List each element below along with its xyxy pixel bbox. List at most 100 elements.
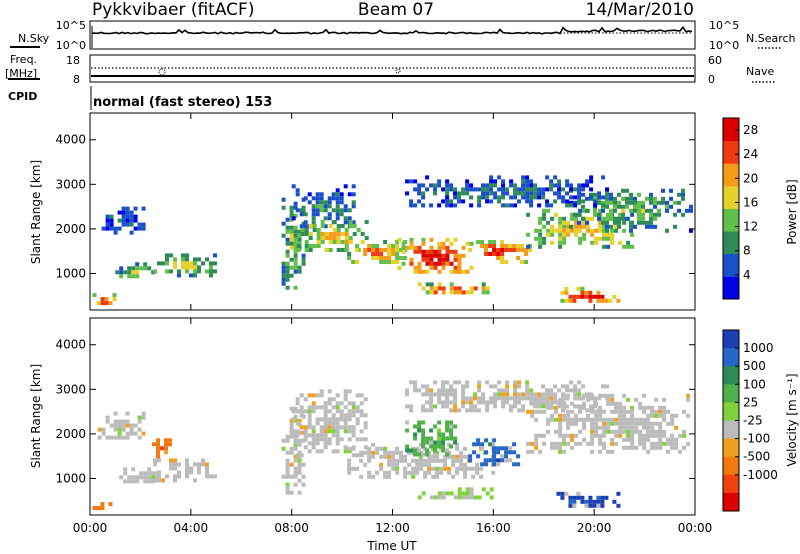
heatmap-cell	[391, 466, 396, 471]
heatmap-cell	[577, 220, 581, 225]
heatmap-cell	[437, 257, 442, 262]
heatmap-cell	[425, 452, 430, 457]
heatmap-cell	[528, 248, 533, 252]
heatmap-cell	[582, 393, 587, 398]
heatmap-cell	[492, 252, 497, 256]
heatmap-cell	[433, 187, 438, 192]
heatmap-cell	[557, 183, 562, 188]
heatmap-cell	[425, 257, 430, 262]
heatmap-cell	[289, 406, 294, 411]
heatmap-cell	[433, 380, 438, 385]
heatmap-cell	[465, 384, 470, 389]
heatmap-cell	[582, 236, 587, 241]
heatmap-cell	[355, 453, 360, 458]
heatmap-cell	[678, 449, 683, 454]
colorbar-tick-label: -1000	[743, 468, 778, 482]
heatmap-cell	[475, 462, 480, 467]
heatmap-cell	[582, 437, 587, 442]
heatmap-cell	[435, 458, 440, 463]
heatmap-cell	[488, 240, 493, 244]
heatmap-cell	[375, 248, 380, 252]
heatmap-cell	[415, 470, 420, 475]
freq-tick-top-left: 18	[66, 54, 80, 67]
heatmap-cell	[303, 220, 308, 225]
heatmap-cell	[425, 392, 430, 397]
heatmap-cell	[465, 191, 470, 196]
heatmap-cell	[335, 437, 340, 442]
heatmap-cell	[375, 450, 380, 455]
heatmap-cell	[473, 286, 478, 291]
heatmap-cell	[457, 380, 462, 385]
heatmap-cell	[449, 261, 454, 266]
heatmap-cell	[356, 228, 361, 232]
heatmap-cell	[634, 445, 639, 450]
heatmap-cell	[586, 413, 591, 418]
heatmap-cell	[516, 256, 521, 260]
heatmap-cell	[618, 425, 623, 430]
heatmap-cell	[343, 220, 348, 225]
heatmap-cell	[141, 222, 146, 227]
heatmap-cell	[558, 417, 563, 422]
heatmap-cell	[637, 220, 641, 225]
heatmap-cell	[441, 245, 446, 250]
heatmap-cell	[646, 413, 651, 418]
heatmap-cell	[558, 240, 563, 245]
heatmap-cell	[127, 270, 132, 275]
heatmap-cell	[641, 212, 645, 217]
heatmap-cell	[417, 245, 422, 250]
heatmap-cell	[597, 396, 602, 401]
heatmap-cell	[355, 466, 360, 471]
heatmap-cell	[413, 388, 418, 393]
heatmap-cell	[533, 404, 538, 409]
heatmap-cell	[501, 191, 506, 196]
heatmap-cell	[443, 458, 448, 463]
heatmap-cell	[323, 401, 328, 406]
heatmap-cell	[323, 425, 328, 430]
heatmap-cell	[181, 265, 185, 270]
heatmap-cell	[419, 454, 424, 459]
heatmap-cell	[508, 458, 513, 463]
heatmap-cell	[658, 409, 663, 414]
heatmap-cell	[429, 286, 434, 291]
heatmap-cell	[572, 294, 577, 299]
colorbar-swatch	[723, 438, 739, 458]
heatmap-cell	[335, 417, 340, 422]
heatmap-cell	[311, 393, 316, 398]
heatmap-cell	[561, 404, 566, 409]
heatmap-cell	[585, 408, 590, 413]
heatmap-cell	[538, 236, 543, 241]
heatmap-cell	[205, 466, 209, 471]
heatmap-cell	[297, 478, 302, 483]
heatmap-cell	[153, 269, 157, 274]
heatmap-cell	[500, 458, 505, 463]
heatmap-cell	[537, 203, 542, 208]
heatmap-cell	[560, 290, 565, 295]
heatmap-cell	[147, 471, 152, 476]
heatmap-cell	[304, 228, 309, 232]
heatmap-cell	[323, 429, 328, 434]
heatmap-cell	[513, 388, 518, 393]
heatmap-cell	[625, 188, 629, 193]
heatmap-cell	[524, 260, 529, 264]
heatmap-cell	[554, 441, 559, 446]
heatmap-cell	[570, 401, 575, 406]
heatmap-cell	[662, 441, 667, 446]
heatmap-cell	[351, 425, 356, 430]
heatmap-cell	[475, 466, 480, 471]
heatmap-cell	[295, 421, 300, 426]
heatmap-cell	[449, 432, 454, 437]
heatmap-cell	[480, 462, 485, 467]
heatmap-cell	[335, 204, 340, 209]
heatmap-cell	[538, 449, 543, 454]
heatmap-cell	[469, 286, 474, 291]
heatmap-cell	[612, 294, 617, 299]
heatmap-cell	[331, 433, 336, 438]
heatmap-cell	[553, 191, 558, 196]
heatmap-cell	[590, 421, 595, 426]
heatmap-cell	[201, 462, 205, 467]
heatmap-cell	[654, 429, 659, 434]
heatmap-cell	[473, 495, 478, 500]
heatmap-cell	[289, 474, 294, 479]
heatmap-cell	[492, 450, 497, 455]
